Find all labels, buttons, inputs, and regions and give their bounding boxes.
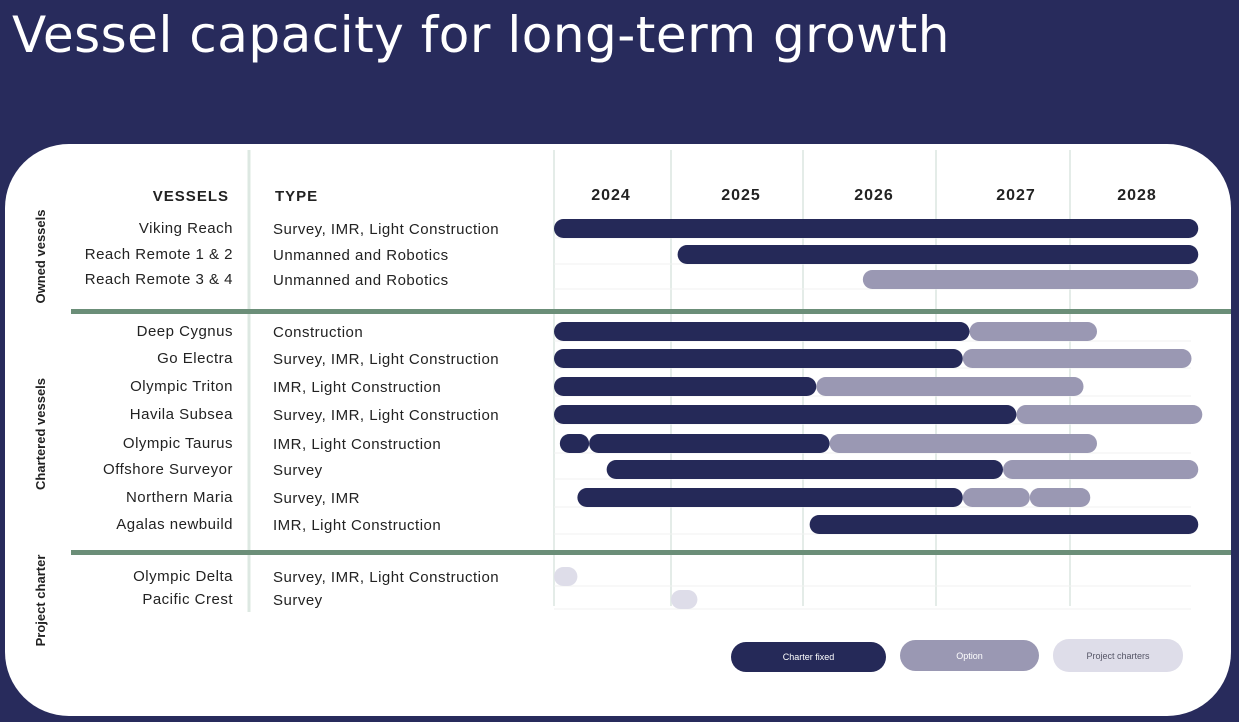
- bar-option: [1003, 460, 1199, 479]
- bar-fixed: [554, 405, 1017, 424]
- legend-fixed: Charter fixed: [731, 642, 886, 672]
- bar-fixed: [589, 434, 830, 453]
- bar-fixed: [677, 245, 1199, 264]
- vessel-type: Survey, IMR, Light Construction: [273, 351, 499, 368]
- vessel-type: Survey, IMR, Light Construction: [273, 221, 499, 238]
- bar-option: [816, 377, 1084, 396]
- vessel-name: Olympic Delta: [133, 568, 233, 585]
- year-label-2025: 2025: [721, 187, 761, 204]
- bar-option: [1016, 405, 1203, 424]
- vessel-name: Go Electra: [157, 350, 233, 367]
- vessel-name: Viking Reach: [139, 220, 233, 237]
- vessel-type: Survey: [273, 592, 323, 609]
- bar-option: [829, 434, 1097, 453]
- bar-fixed: [554, 219, 1199, 238]
- vessel-type: Survey: [273, 462, 323, 479]
- year-label-2028: 2028: [1117, 187, 1157, 204]
- bar-fixed: [554, 377, 817, 396]
- bar-project: [554, 567, 578, 586]
- vessel-type: Unmanned and Robotics: [273, 272, 449, 289]
- vessel-type: IMR, Light Construction: [273, 379, 441, 396]
- vessel-name: Deep Cygnus: [137, 323, 233, 340]
- year-label-2024: 2024: [591, 187, 631, 204]
- vessel-name: Reach Remote 1 & 2: [85, 246, 233, 263]
- page-title: Vessel capacity for long-term growth: [12, 6, 950, 64]
- vessel-name: Offshore Surveyor: [103, 461, 233, 478]
- vessel-name: Agalas newbuild: [116, 516, 233, 533]
- bar-fixed: [577, 488, 963, 507]
- bar-option: [969, 322, 1097, 341]
- vessels-header: VESSELS: [153, 188, 229, 205]
- group-label: Owned vessels: [33, 210, 48, 304]
- bar-fixed: [559, 434, 590, 453]
- year-label-2027: 2027: [996, 187, 1036, 204]
- vessel-name: Pacific Crest: [142, 591, 233, 608]
- vessel-name: Olympic Triton: [130, 378, 233, 395]
- vessel-type: Survey, IMR: [273, 490, 360, 507]
- bar-option: [1029, 488, 1091, 507]
- year-label-2026: 2026: [854, 187, 894, 204]
- group-label: Project charter: [33, 555, 48, 647]
- bar-fixed: [606, 460, 1003, 479]
- bar-option: [962, 488, 1030, 507]
- group-label: Chartered vessels: [33, 378, 48, 490]
- vessel-name: Northern Maria: [126, 489, 233, 506]
- gantt-chart-card: VESSELS TYPE 2024 2025 2026 2027 2028 Owned ves…: [5, 144, 1231, 716]
- vessel-type: Unmanned and Robotics: [273, 247, 449, 264]
- group-divider: [71, 550, 1231, 555]
- vessel-name: Olympic Taurus: [123, 435, 233, 452]
- vessel-name: Havila Subsea: [130, 406, 233, 423]
- gantt-chart: VESSELS TYPE 2024 2025 2026 2027 2028 Owned ves…: [33, 150, 1231, 647]
- vessel-name: Reach Remote 3 & 4: [85, 271, 233, 288]
- legend-project: Project charters: [1053, 639, 1183, 672]
- bar-option: [862, 270, 1199, 289]
- group-divider: [71, 309, 1231, 314]
- vessel-type: IMR, Light Construction: [273, 517, 441, 534]
- vessel-type: Survey, IMR, Light Construction: [273, 407, 499, 424]
- vessel-type: Construction: [273, 324, 363, 341]
- legend-option: Option: [900, 640, 1039, 671]
- bar-fixed: [554, 349, 963, 368]
- bar-fixed: [554, 322, 970, 341]
- bar-project: [671, 590, 698, 609]
- type-header: TYPE: [275, 188, 318, 205]
- bar-option: [962, 349, 1192, 368]
- bar-fixed: [809, 515, 1199, 534]
- vessel-type: Survey, IMR, Light Construction: [273, 569, 499, 586]
- vessel-type: IMR, Light Construction: [273, 436, 441, 453]
